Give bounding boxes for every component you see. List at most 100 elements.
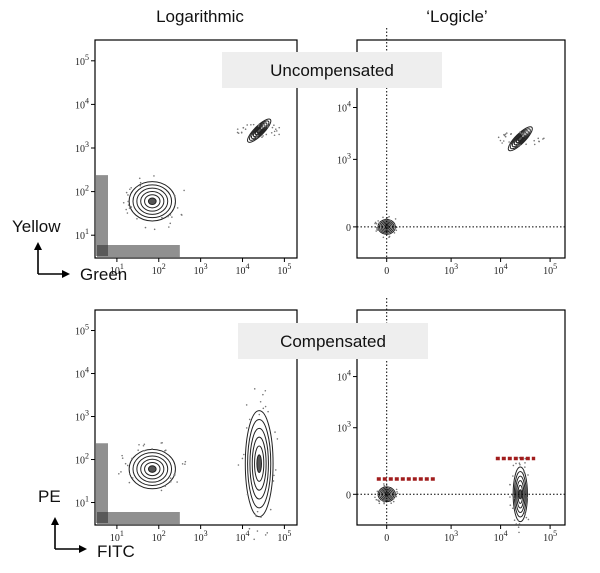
event-dot: [377, 499, 379, 501]
event-dot: [527, 518, 530, 521]
event-dot: [517, 519, 520, 522]
event-dot: [122, 201, 125, 204]
event-dot: [258, 123, 260, 126]
x-tick-label: 101: [110, 529, 124, 544]
event-dot: [512, 464, 515, 467]
event-dot: [183, 189, 185, 192]
contour-line: [147, 465, 157, 473]
event-dot: [169, 214, 172, 216]
event-dot: [236, 131, 239, 134]
event-dot: [244, 128, 247, 130]
contour-line: [250, 122, 268, 139]
event-dot: [504, 133, 507, 135]
contour-line: [247, 118, 272, 143]
tick-exponent: 4: [347, 99, 351, 108]
event-dot: [278, 126, 281, 129]
event-dot: [264, 405, 267, 408]
x-tick-label: 105: [543, 529, 557, 544]
event-dot: [509, 483, 511, 486]
event-dot: [262, 135, 264, 137]
event-dot: [121, 457, 124, 459]
event-dot: [271, 126, 274, 129]
event-dot: [165, 449, 167, 452]
row-banner-label: Uncompensated: [270, 61, 394, 80]
tick-exponent: 1: [85, 495, 89, 504]
event-dot: [140, 183, 143, 185]
x-arrow-head-icon: [79, 545, 87, 553]
event-dot: [513, 519, 516, 522]
event-dot: [144, 226, 147, 229]
event-dot: [375, 222, 378, 225]
population-cluster: [509, 456, 530, 534]
event-dot: [143, 443, 146, 446]
event-dot: [533, 143, 536, 146]
x-tick-label: 103: [194, 262, 208, 277]
event-dot: [176, 207, 179, 209]
tick-exponent: 3: [454, 529, 458, 538]
event-dot: [273, 474, 275, 477]
event-dot: [274, 469, 277, 471]
event-dot: [503, 133, 505, 136]
event-dot: [276, 438, 279, 440]
y-tick-label: 103: [337, 151, 351, 166]
tick-base: 10: [110, 266, 120, 277]
event-dot: [160, 442, 163, 444]
event-dot: [497, 136, 500, 139]
event-dot: [510, 133, 512, 135]
event-dot: [509, 496, 511, 498]
tick-base: 10: [75, 144, 85, 155]
y-tick-label: 104: [75, 96, 89, 111]
event-dot: [245, 427, 248, 429]
event-dot: [262, 407, 265, 410]
tick-base: 10: [543, 266, 553, 277]
event-dot: [128, 481, 131, 484]
event-dot: [395, 495, 398, 497]
event-dot: [533, 139, 535, 142]
tick-base: 10: [75, 413, 85, 424]
contour-line: [136, 455, 169, 483]
event-dot: [390, 488, 393, 490]
tick-base: 10: [75, 327, 85, 338]
event-dot: [375, 226, 378, 229]
tick-base: 10: [75, 456, 85, 467]
y-tick-label: 105: [75, 323, 89, 338]
population-cluster: [237, 388, 279, 541]
event-dot: [388, 215, 390, 218]
event-dot: [128, 207, 131, 209]
tick-base: 10: [444, 266, 454, 277]
event-dot: [248, 527, 251, 530]
event-dot: [171, 216, 173, 218]
event-dot: [243, 453, 245, 456]
event-dot: [509, 144, 512, 146]
x-tick-label: 103: [194, 529, 208, 544]
y-tick-label: 105: [75, 53, 89, 68]
event-dot: [378, 227, 380, 230]
x-tick-label: 0: [384, 533, 389, 544]
tick-exponent: 1: [120, 529, 124, 538]
event-dot: [184, 463, 186, 465]
tick-exponent: 5: [287, 529, 291, 538]
event-dot: [392, 498, 395, 500]
contour-line: [147, 197, 157, 206]
tick-base: 10: [277, 266, 287, 277]
event-dot: [256, 134, 259, 137]
event-dot: [522, 133, 525, 136]
event-dot: [382, 216, 384, 219]
event-dot: [382, 236, 385, 239]
event-dot: [176, 481, 178, 483]
event-dot: [505, 132, 508, 134]
event-dot: [161, 216, 163, 219]
tick-exponent: 4: [347, 369, 351, 378]
event-dot: [273, 130, 276, 133]
contour-line: [516, 480, 525, 509]
tick-exponent: 2: [162, 529, 166, 538]
x-tick-label: 103: [444, 262, 458, 277]
event-dot: [394, 218, 397, 220]
x-tick-label: 102: [152, 262, 166, 277]
event-dot: [386, 216, 389, 219]
event-dot: [254, 513, 257, 516]
event-dot: [250, 124, 252, 126]
